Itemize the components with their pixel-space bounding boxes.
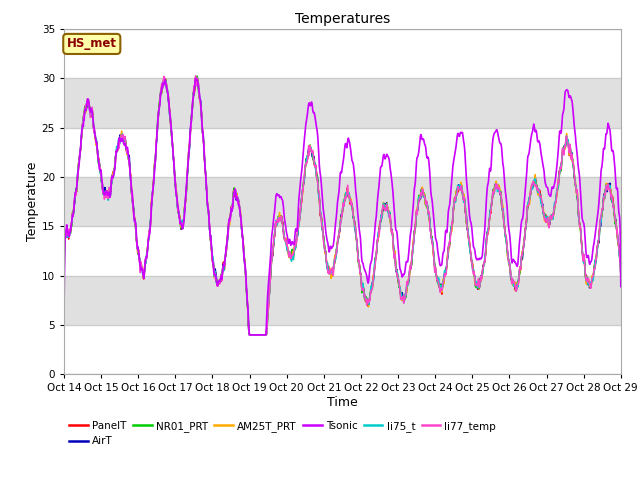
Bar <box>64 226 621 276</box>
Bar <box>64 177 621 226</box>
Bar <box>64 78 621 128</box>
Title: Temperatures: Temperatures <box>295 12 390 26</box>
Y-axis label: Temperature: Temperature <box>26 162 39 241</box>
Legend: PanelT, AirT, NR01_PRT, AM25T_PRT, Tsonic, li75_t, li77_temp: PanelT, AirT, NR01_PRT, AM25T_PRT, Tsoni… <box>69 421 496 446</box>
Bar <box>64 325 621 374</box>
Bar <box>64 128 621 177</box>
Bar <box>64 276 621 325</box>
Text: HS_met: HS_met <box>67 37 116 50</box>
Bar <box>64 29 621 78</box>
X-axis label: Time: Time <box>327 396 358 409</box>
